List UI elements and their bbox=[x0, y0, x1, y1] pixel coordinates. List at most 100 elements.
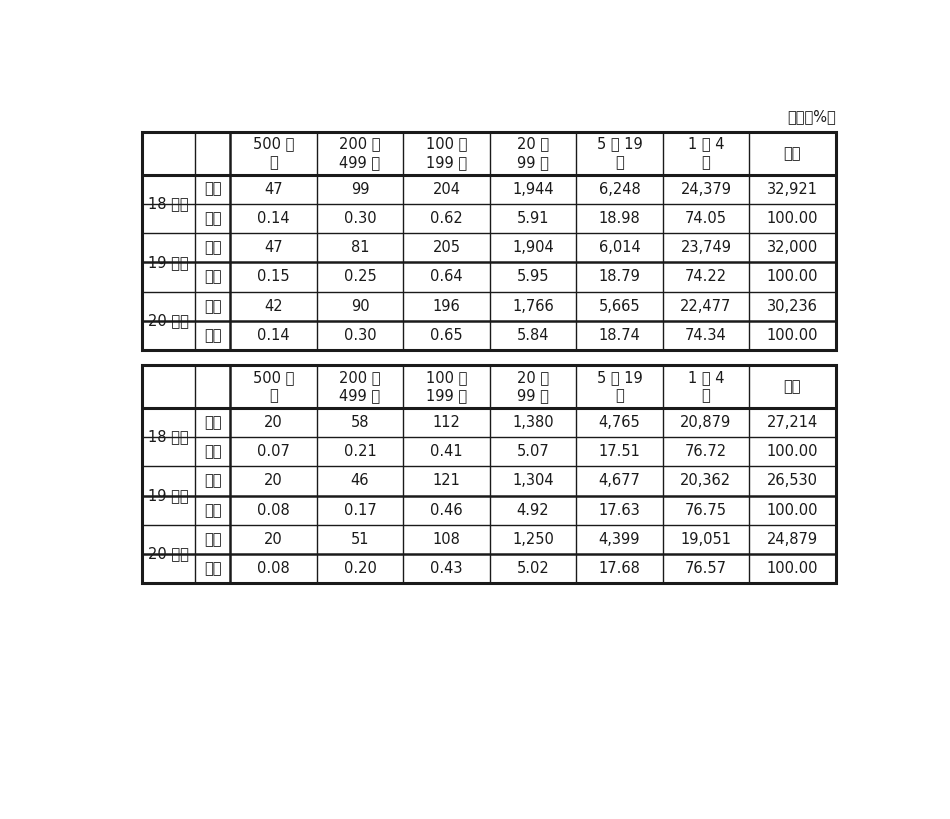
Text: 0.07: 0.07 bbox=[257, 444, 290, 459]
Text: 17.51: 17.51 bbox=[598, 444, 640, 459]
Text: 30,236: 30,236 bbox=[767, 299, 818, 314]
Text: 0.08: 0.08 bbox=[257, 561, 290, 577]
Text: 47: 47 bbox=[264, 240, 283, 256]
Text: 5.02: 5.02 bbox=[517, 561, 549, 577]
Text: 割合: 割合 bbox=[203, 328, 221, 343]
Text: 200 ～
499 棟: 200 ～ 499 棟 bbox=[339, 137, 381, 170]
Text: 5 ～ 19
棟: 5 ～ 19 棟 bbox=[597, 137, 642, 170]
Text: 42: 42 bbox=[264, 299, 283, 314]
Text: 18.98: 18.98 bbox=[598, 211, 640, 226]
Text: 割合: 割合 bbox=[203, 444, 221, 459]
Text: 100.00: 100.00 bbox=[767, 503, 818, 518]
Text: 20: 20 bbox=[264, 532, 283, 547]
Text: 24,879: 24,879 bbox=[767, 532, 818, 547]
Text: 割合: 割合 bbox=[203, 503, 221, 518]
Text: 90: 90 bbox=[351, 299, 370, 314]
Text: 6,014: 6,014 bbox=[598, 240, 640, 256]
Text: 46: 46 bbox=[351, 473, 370, 488]
Text: 0.41: 0.41 bbox=[430, 444, 463, 459]
Text: 0.20: 0.20 bbox=[344, 561, 376, 577]
Text: 0.46: 0.46 bbox=[430, 503, 463, 518]
Text: 196: 196 bbox=[432, 299, 461, 314]
Text: 5,665: 5,665 bbox=[598, 299, 640, 314]
Text: 社数: 社数 bbox=[203, 473, 221, 488]
Text: 1,250: 1,250 bbox=[512, 532, 554, 547]
Text: 500 棟
～: 500 棟 ～ bbox=[253, 370, 294, 404]
Text: 99: 99 bbox=[351, 182, 370, 197]
Text: 0.65: 0.65 bbox=[430, 328, 463, 343]
Text: 社数: 社数 bbox=[203, 240, 221, 256]
Text: 20 ～
99 棟: 20 ～ 99 棟 bbox=[517, 137, 549, 170]
Text: 社数: 社数 bbox=[203, 415, 221, 430]
Text: 0.62: 0.62 bbox=[430, 211, 463, 226]
Text: 58: 58 bbox=[351, 415, 370, 430]
Text: 0.64: 0.64 bbox=[430, 269, 463, 284]
Text: 5.07: 5.07 bbox=[517, 444, 549, 459]
Text: 26,530: 26,530 bbox=[767, 473, 818, 488]
Text: 1 ～ 4
棟: 1 ～ 4 棟 bbox=[688, 370, 724, 404]
Text: 0.08: 0.08 bbox=[257, 503, 290, 518]
Text: 0.30: 0.30 bbox=[344, 211, 376, 226]
Text: 100.00: 100.00 bbox=[767, 211, 818, 226]
Text: 1 ～ 4
棟: 1 ～ 4 棟 bbox=[688, 137, 724, 170]
Text: 20 年度: 20 年度 bbox=[148, 546, 189, 562]
Text: 総計: 総計 bbox=[784, 379, 801, 394]
Text: 19,051: 19,051 bbox=[680, 532, 732, 547]
Text: 19 年度: 19 年度 bbox=[148, 488, 189, 503]
Text: 0.14: 0.14 bbox=[257, 211, 290, 226]
Text: 100.00: 100.00 bbox=[767, 328, 818, 343]
Text: 1,904: 1,904 bbox=[512, 240, 554, 256]
Text: 18 年度: 18 年度 bbox=[148, 197, 189, 211]
Text: 20: 20 bbox=[264, 473, 283, 488]
Text: 0.17: 0.17 bbox=[344, 503, 376, 518]
Text: 0.14: 0.14 bbox=[257, 328, 290, 343]
Text: 22,477: 22,477 bbox=[680, 299, 732, 314]
Text: 17.68: 17.68 bbox=[598, 561, 640, 577]
Text: 112: 112 bbox=[432, 415, 461, 430]
Text: 204: 204 bbox=[432, 182, 461, 197]
Text: 76.57: 76.57 bbox=[685, 561, 727, 577]
Text: 205: 205 bbox=[432, 240, 461, 256]
Text: 20: 20 bbox=[264, 415, 283, 430]
Text: 76.75: 76.75 bbox=[685, 503, 727, 518]
Text: （社、%）: （社、%） bbox=[787, 109, 836, 124]
Text: 108: 108 bbox=[432, 532, 461, 547]
Text: 4,399: 4,399 bbox=[598, 532, 640, 547]
Text: 社数: 社数 bbox=[203, 532, 221, 547]
Bar bbox=[142, 365, 836, 583]
Text: 18.74: 18.74 bbox=[598, 328, 640, 343]
Text: 20,362: 20,362 bbox=[680, 473, 732, 488]
Text: 5.95: 5.95 bbox=[517, 269, 549, 284]
Text: 割合: 割合 bbox=[203, 211, 221, 226]
Text: 0.30: 0.30 bbox=[344, 328, 376, 343]
Text: 51: 51 bbox=[351, 532, 370, 547]
Text: 32,000: 32,000 bbox=[767, 240, 818, 256]
Text: 0.43: 0.43 bbox=[430, 561, 463, 577]
Text: 割合: 割合 bbox=[203, 561, 221, 577]
Text: 1,380: 1,380 bbox=[512, 415, 554, 430]
Text: 121: 121 bbox=[432, 473, 461, 488]
Text: 47: 47 bbox=[264, 182, 283, 197]
Text: 1,944: 1,944 bbox=[512, 182, 554, 197]
Text: 5.91: 5.91 bbox=[517, 211, 549, 226]
Text: 5.84: 5.84 bbox=[517, 328, 549, 343]
Text: 74.22: 74.22 bbox=[685, 269, 727, 284]
Text: 0.15: 0.15 bbox=[257, 269, 290, 284]
Text: 18.79: 18.79 bbox=[598, 269, 640, 284]
Text: 20 ～
99 棟: 20 ～ 99 棟 bbox=[517, 370, 549, 404]
Text: 74.05: 74.05 bbox=[685, 211, 727, 226]
Text: 19 年度: 19 年度 bbox=[148, 255, 189, 269]
Text: 20 年度: 20 年度 bbox=[148, 314, 189, 328]
Text: 1,766: 1,766 bbox=[512, 299, 554, 314]
Text: 1,304: 1,304 bbox=[512, 473, 554, 488]
Text: 4,765: 4,765 bbox=[598, 415, 640, 430]
Text: 200 ～
499 棟: 200 ～ 499 棟 bbox=[339, 370, 381, 404]
Text: 20,879: 20,879 bbox=[680, 415, 732, 430]
Text: 総計: 総計 bbox=[784, 146, 801, 161]
Text: 4,677: 4,677 bbox=[598, 473, 640, 488]
Text: 0.25: 0.25 bbox=[344, 269, 376, 284]
Text: 500 棟
～: 500 棟 ～ bbox=[253, 137, 294, 170]
Text: 32,921: 32,921 bbox=[767, 182, 818, 197]
Bar bbox=[142, 132, 836, 350]
Text: 100 ～
199 棟: 100 ～ 199 棟 bbox=[426, 370, 467, 404]
